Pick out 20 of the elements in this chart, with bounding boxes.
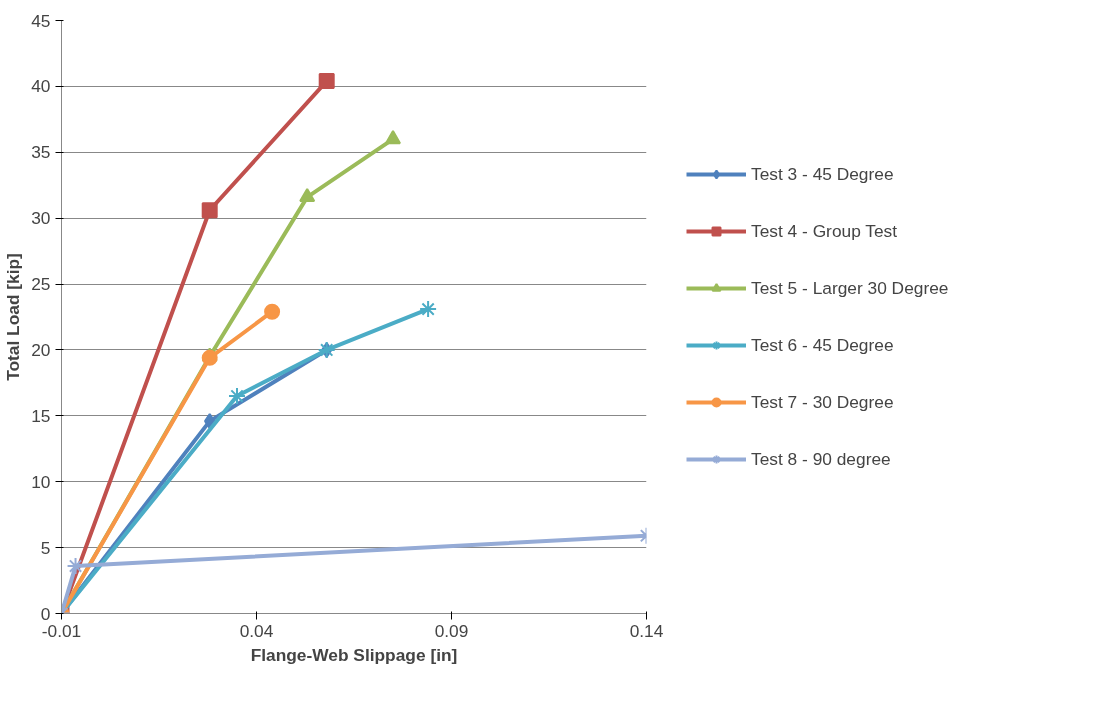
y-tick-label: 5 [40,537,51,558]
x-tick-label: 0.04 [239,620,274,641]
y-tick-label: 35 [31,142,51,163]
y-tick-label: 15 [31,405,51,426]
legend-label: Test 3 - 45 Degree [751,163,894,185]
legend-label: Test 7 - 30 Degree [751,391,894,413]
legend-label: Test 4 - Group Test [751,220,898,242]
y-tick-label: 30 [31,208,51,229]
legend-label: Test 6 - 45 Degree [751,334,894,356]
legend-label: Test 5 - Larger 30 Degree [751,277,949,299]
x-axis-title: Flange-Web Slippage [in] [250,644,458,665]
y-tick-label: 25 [31,274,51,295]
legend-label: Test 8 - 90 degree [751,448,891,470]
x-tick-label: 0.14 [629,620,664,641]
y-axis-title: Total Load [kip] [3,253,24,381]
x-tick-label: 0.09 [434,620,469,641]
y-tick-label: 40 [31,76,51,97]
y-tick-label: 20 [31,339,51,360]
y-tick-label: 45 [31,10,51,31]
y-tick-label: 10 [31,471,51,492]
